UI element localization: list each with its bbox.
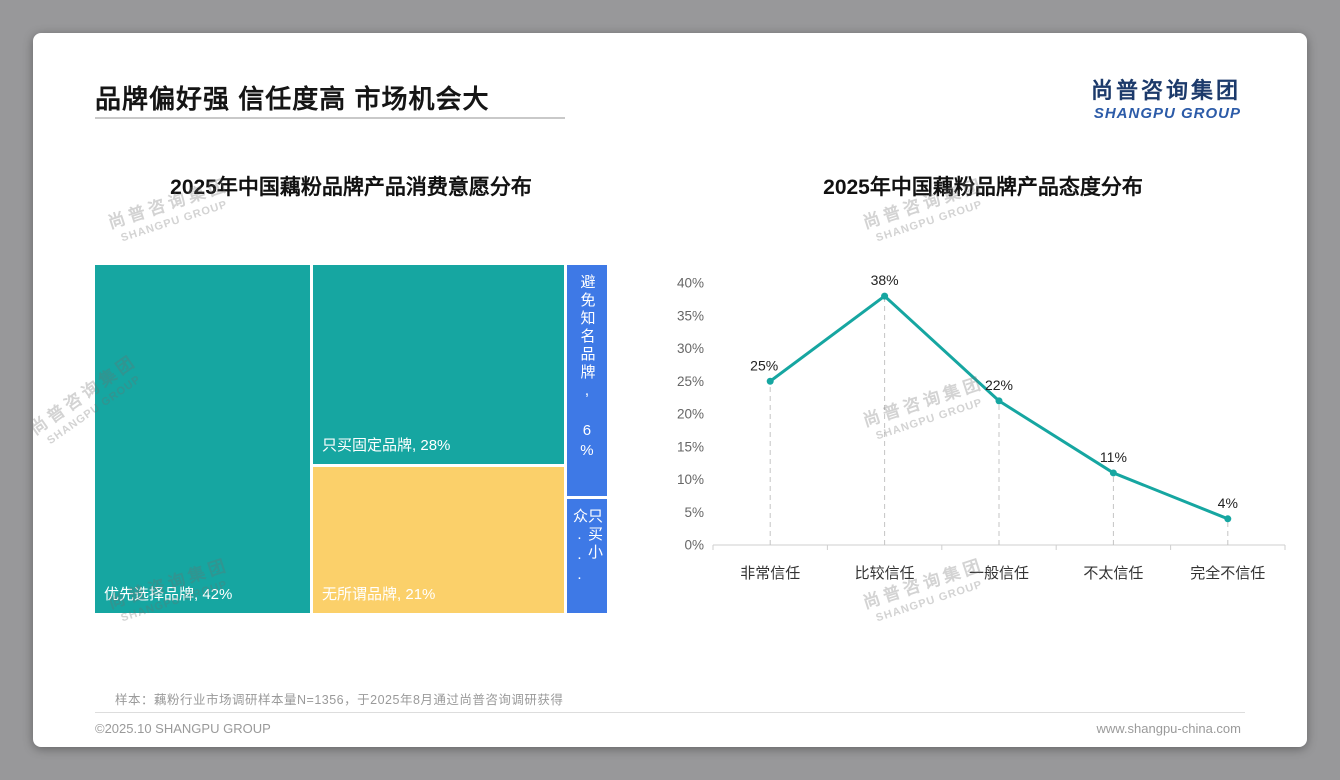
logo-english-text: SHANGPU GROUP (1093, 104, 1241, 122)
treemap-label: 无所谓品牌, 21% (322, 586, 436, 603)
treemap-block-fixed-brand: 只买固定品牌, 28% (313, 265, 564, 464)
logo-chinese-text: 尚普咨询集团 (1090, 78, 1241, 103)
svg-text:11%: 11% (1100, 449, 1127, 465)
svg-text:15%: 15% (677, 439, 704, 454)
svg-text:20%: 20% (677, 407, 704, 422)
treemap-label: 优先选择品牌, 42% (104, 586, 233, 603)
treemap-block-niche-only: 只买小众... (566, 499, 607, 613)
svg-text:0%: 0% (684, 538, 704, 553)
treemap-block-avoid-famous: 避免知名品牌, 6% (566, 265, 607, 497)
svg-text:4%: 4% (1218, 495, 1238, 511)
svg-text:35%: 35% (677, 308, 704, 323)
company-logo: 尚普咨询集团 SHANGPU GROUP (1091, 77, 1241, 123)
line-chart: 0% 5% 10% 15% 20% 25% 30% 35% 40% 25% 38% 22% 11% 4% 非… (668, 261, 1307, 611)
svg-text:比较信任: 比较信任 (855, 564, 915, 582)
sample-footnote: 样本：藕粉行业市场调研样本量N=1356，于2025年8月通过尚普咨询调研获得 (115, 693, 564, 707)
watermark-en: SHANGPU GROUP (119, 198, 230, 245)
svg-text:22%: 22% (985, 377, 1013, 393)
footer-copyright: ©2025.10 SHANGPU GROUP (95, 721, 271, 736)
treemap-chart: 优先选择品牌, 42% 只买固定品牌, 28% 无所谓品牌, 21% 避免知名品… (95, 265, 607, 613)
svg-text:5%: 5% (684, 505, 704, 520)
svg-text:38%: 38% (871, 272, 899, 288)
svg-text:一般信任: 一般信任 (969, 565, 1029, 582)
treemap-label: 避免知名品牌, 6% (578, 274, 596, 462)
line-chart-title: 2025年中国藕粉品牌产品态度分布 (823, 176, 1143, 199)
svg-text:25%: 25% (677, 374, 704, 389)
footer-divider (95, 712, 1245, 713)
svg-text:40%: 40% (677, 276, 704, 291)
svg-text:25%: 25% (750, 357, 778, 373)
watermark-en: SHANGPU GROUP (874, 198, 985, 245)
slide-card: 品牌偏好强 信任度高 市场机会大 尚普咨询集团 SHANGPU GROUP 20… (33, 33, 1307, 747)
treemap-block-preferred-brand: 优先选择品牌, 42% (95, 265, 311, 613)
page-title: 品牌偏好强 信任度高 市场机会大 (95, 84, 490, 114)
svg-text:30%: 30% (677, 341, 704, 356)
svg-text:10%: 10% (677, 472, 704, 487)
svg-text:非常信任: 非常信任 (740, 565, 800, 582)
title-underline (95, 117, 565, 119)
treemap-block-no-preference: 无所谓品牌, 21% (313, 466, 564, 613)
treemap-label: 只买小众... (570, 508, 603, 587)
treemap-chart-title: 2025年中国藕粉品牌产品消费意愿分布 (170, 176, 532, 199)
svg-text:不太信任: 不太信任 (1083, 565, 1143, 582)
svg-text:完全不信任: 完全不信任 (1190, 564, 1265, 582)
treemap-label: 只买固定品牌, 28% (322, 436, 451, 454)
footer-website: www.shangpu-china.com (1096, 721, 1241, 736)
line-chart-svg: 0% 5% 10% 15% 20% 25% 30% 35% 40% 25% 38% 22% 11% 4% 非… (677, 272, 1286, 582)
